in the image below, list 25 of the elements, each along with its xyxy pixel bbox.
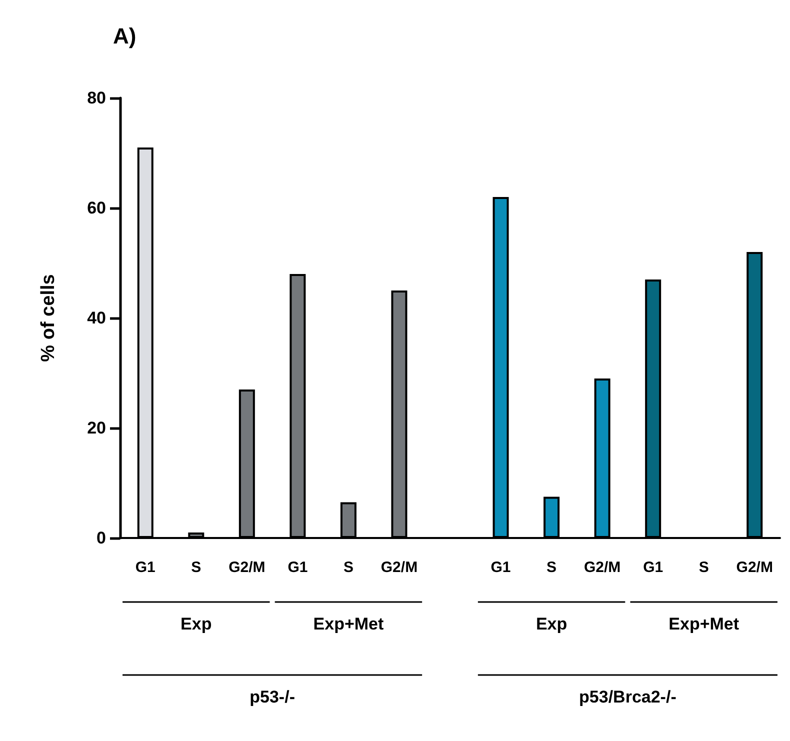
y-tick-label: 80 <box>87 88 106 108</box>
text: Exp <box>180 614 212 634</box>
text: p53-/- <box>250 688 295 706</box>
x-tick-label: G2/M <box>736 559 773 576</box>
x-tick-label: G2/M <box>228 559 266 576</box>
x-tick-label: G1 <box>490 559 511 576</box>
x-tick-label: S <box>546 559 557 576</box>
y-tick-label: 40 <box>87 308 106 328</box>
x-tick-label: S <box>343 559 354 576</box>
chart-title: A) <box>113 24 136 48</box>
y-tick-label: 20 <box>87 418 106 438</box>
text: p53/Brca2-/- <box>579 688 676 706</box>
x-tick-label: S <box>191 559 202 576</box>
x-tick-label: S <box>698 559 709 576</box>
x-tick-label: G1 <box>135 559 156 576</box>
text: Exp <box>536 614 568 634</box>
x-tick-label: G2/M <box>584 559 621 576</box>
x-tick-label: G1 <box>288 559 308 576</box>
text: Exp+Met <box>668 614 740 634</box>
y-tick-label: 0 <box>96 528 106 548</box>
x-tick-label: G2/M <box>380 559 418 576</box>
y-tick-label: 60 <box>87 198 106 218</box>
y-axis-title: % of cells <box>38 274 59 362</box>
x-tick-label: G1 <box>643 559 664 576</box>
text: Exp+Met <box>313 614 384 634</box>
